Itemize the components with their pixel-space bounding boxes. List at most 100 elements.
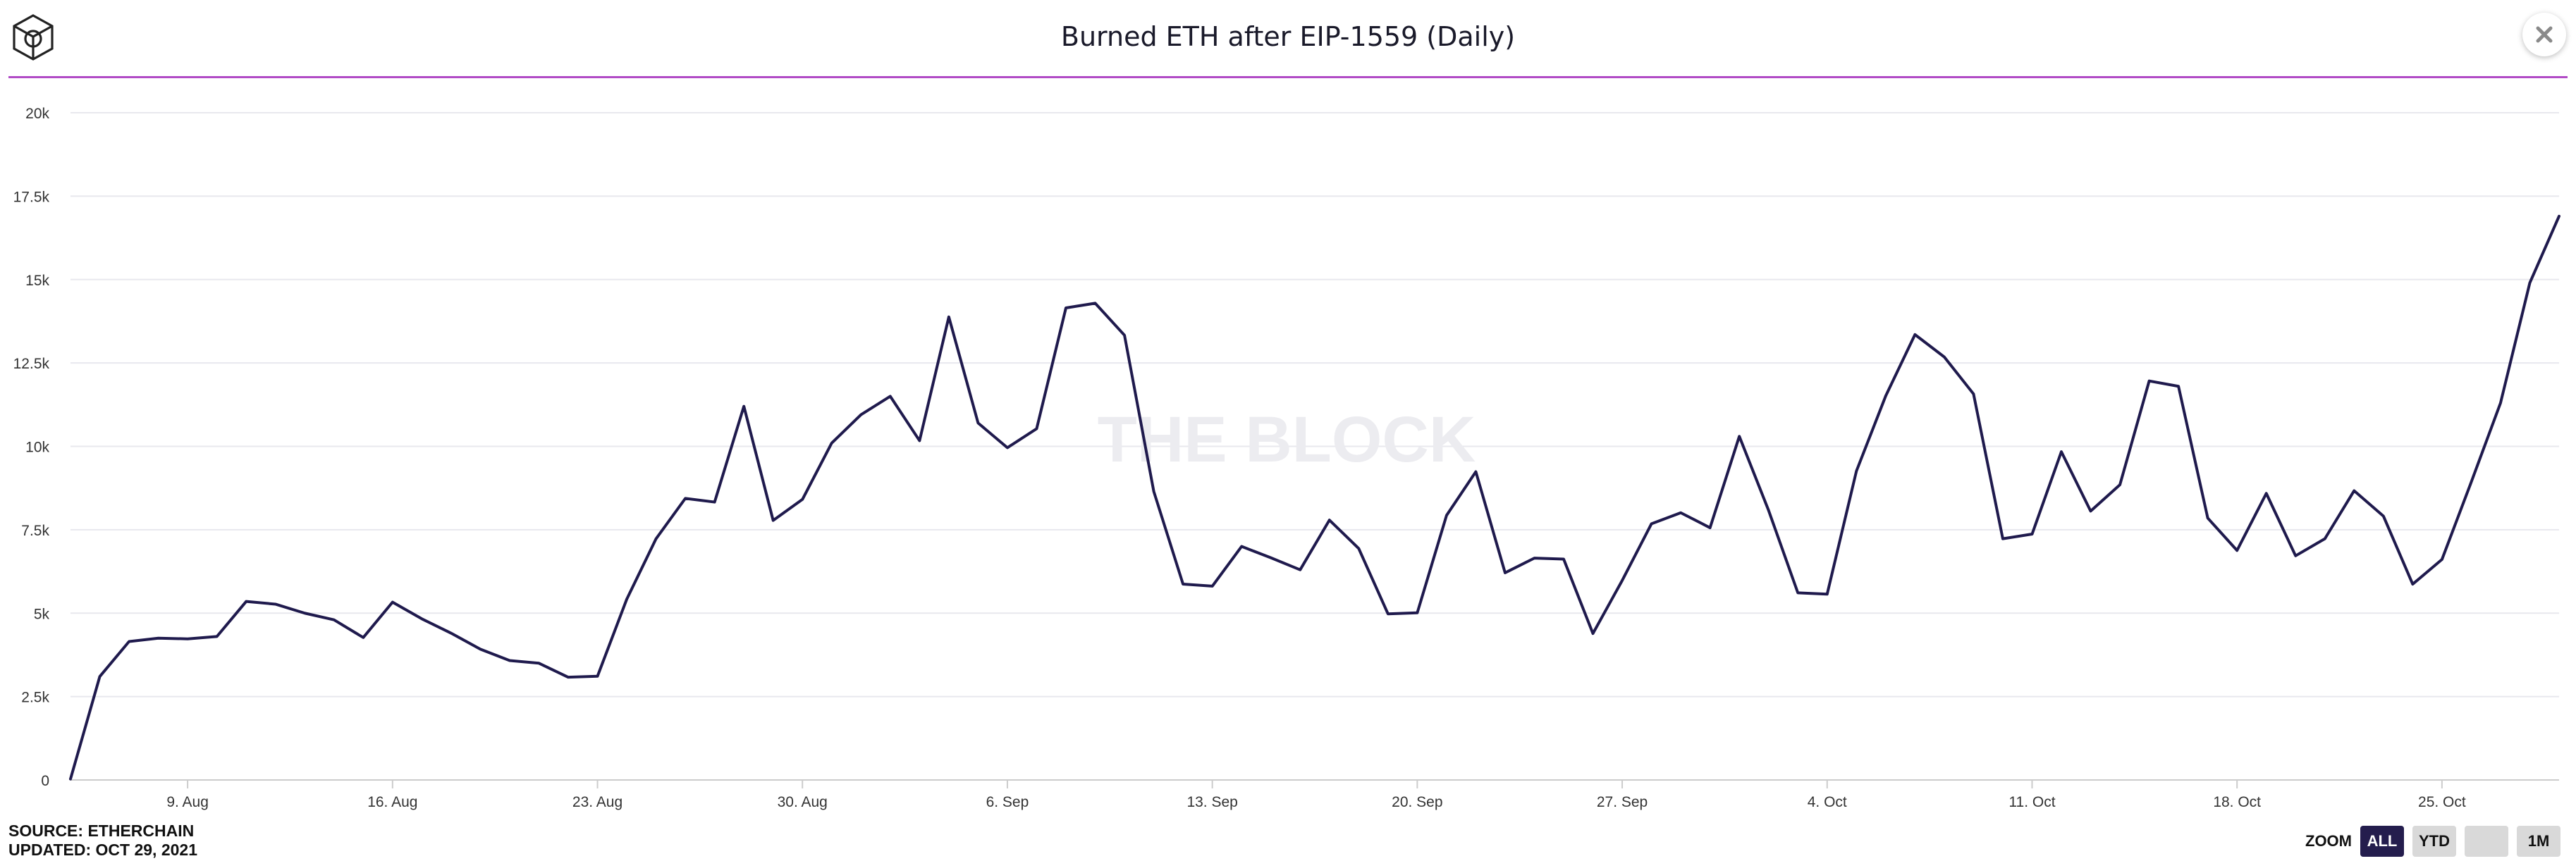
data-point — [1562, 557, 1566, 562]
data-point — [1445, 514, 1449, 518]
x-tick-label: 25. Oct — [2418, 794, 2466, 810]
data-point — [2118, 483, 2122, 487]
data-point — [2498, 401, 2503, 405]
data-point — [1005, 445, 1010, 450]
zoom-label: ZOOM — [2305, 832, 2352, 850]
data-point — [1269, 556, 1273, 560]
data-point — [2059, 450, 2063, 454]
data-point — [1181, 582, 1185, 586]
the-block-logo-icon — [13, 14, 54, 61]
data-point — [2323, 537, 2327, 541]
y-tick-label: 2.5k — [21, 690, 49, 706]
data-point — [1473, 469, 1478, 473]
x-tick-label: 13. Sep — [1186, 794, 1237, 810]
data-point — [391, 600, 395, 605]
data-point — [976, 421, 980, 425]
x-tick-label: 18. Oct — [2213, 794, 2261, 810]
y-tick-label: 0 — [41, 773, 49, 789]
footer: SOURCE: ETHERCHAIN UPDATED: OCT 29, 2021 — [8, 822, 197, 860]
y-tick-label: 5k — [34, 606, 50, 622]
data-point — [1064, 306, 1068, 310]
data-point — [361, 636, 365, 640]
data-point — [1708, 526, 1712, 530]
data-point — [1327, 518, 1332, 522]
data-point — [68, 777, 73, 781]
zoom-controls: ZOOM ALL YTD 1M — [2305, 826, 2560, 857]
data-point — [2030, 532, 2034, 536]
data-point — [274, 602, 278, 606]
x-axis-ticks: 9. Aug 16. Aug 23. Aug 30. Aug 6. Sep 13. Sep… — [166, 780, 2466, 810]
data-point — [654, 537, 658, 541]
data-point — [2264, 491, 2269, 495]
data-point — [2410, 582, 2415, 586]
data-point — [683, 496, 687, 500]
title-divider — [8, 76, 2568, 78]
data-point — [1239, 545, 1244, 549]
data-point — [157, 636, 161, 640]
data-point — [1913, 333, 1917, 337]
data-point — [1942, 355, 1946, 359]
data-point — [1532, 556, 1536, 560]
data-point — [302, 611, 307, 615]
data-point — [419, 617, 424, 621]
x-tick-label: 30. Aug — [778, 794, 828, 810]
data-point — [478, 647, 482, 651]
data-point — [1796, 590, 1800, 595]
data-point — [947, 315, 951, 319]
data-point — [1386, 612, 1390, 616]
data-point — [625, 597, 629, 601]
data-point — [244, 600, 248, 604]
data-point — [2469, 480, 2473, 484]
zoom-blank-button[interactable] — [2465, 826, 2508, 857]
data-point — [508, 658, 512, 662]
data-point — [771, 519, 775, 523]
data-point — [1093, 301, 1098, 305]
zoom-ytd-button[interactable]: YTD — [2412, 826, 2456, 857]
close-button[interactable] — [2522, 13, 2566, 56]
data-point — [1650, 521, 1654, 526]
data-point — [742, 404, 746, 409]
y-tick-label: 17.5k — [13, 189, 50, 205]
y-tick-label: 7.5k — [21, 523, 49, 539]
data-point — [2527, 280, 2532, 285]
data-point — [2089, 509, 2093, 513]
x-tick-label: 6. Sep — [986, 794, 1029, 810]
data-point — [2381, 514, 2386, 518]
data-point — [713, 500, 717, 504]
data-point — [2206, 516, 2210, 520]
y-tick-label: 10k — [25, 440, 49, 456]
data-point — [2557, 214, 2561, 218]
x-tick-label: 23. Aug — [572, 794, 622, 810]
data-point — [1679, 511, 1683, 515]
data-point — [1152, 489, 1156, 493]
data-point — [2440, 557, 2444, 562]
data-point — [1854, 469, 1858, 473]
x-tick-label: 9. Aug — [166, 794, 209, 810]
data-point — [1591, 631, 1595, 636]
series-layer — [68, 214, 2561, 781]
chart-title: Burned ETH after EIP-1559 (Daily) — [1060, 21, 1516, 52]
data-point — [127, 639, 131, 643]
data-point — [1503, 571, 1507, 575]
data-point — [1356, 546, 1361, 550]
data-point — [2235, 548, 2239, 552]
data-point — [98, 674, 102, 679]
data-point — [1415, 611, 1419, 615]
grid-lines — [70, 112, 2559, 698]
data-point — [888, 394, 893, 398]
data-point — [2352, 488, 2356, 493]
data-point — [215, 634, 219, 638]
zoom-all-button[interactable]: ALL — [2360, 826, 2404, 857]
data-point — [1620, 578, 1624, 583]
x-tick-label: 4. Oct — [1808, 794, 1847, 810]
y-tick-label: 12.5k — [13, 356, 50, 372]
updated-text: UPDATED: OCT 29, 2021 — [8, 841, 197, 859]
y-tick-label: 20k — [25, 106, 49, 122]
data-point — [1884, 394, 1888, 398]
source-text: SOURCE: ETHERCHAIN — [8, 822, 195, 840]
data-point — [1298, 568, 1302, 572]
data-point — [332, 618, 336, 622]
data-point — [566, 675, 570, 679]
zoom-1m-button[interactable]: 1M — [2517, 826, 2560, 857]
x-tick-label: 11. Oct — [2008, 794, 2055, 810]
